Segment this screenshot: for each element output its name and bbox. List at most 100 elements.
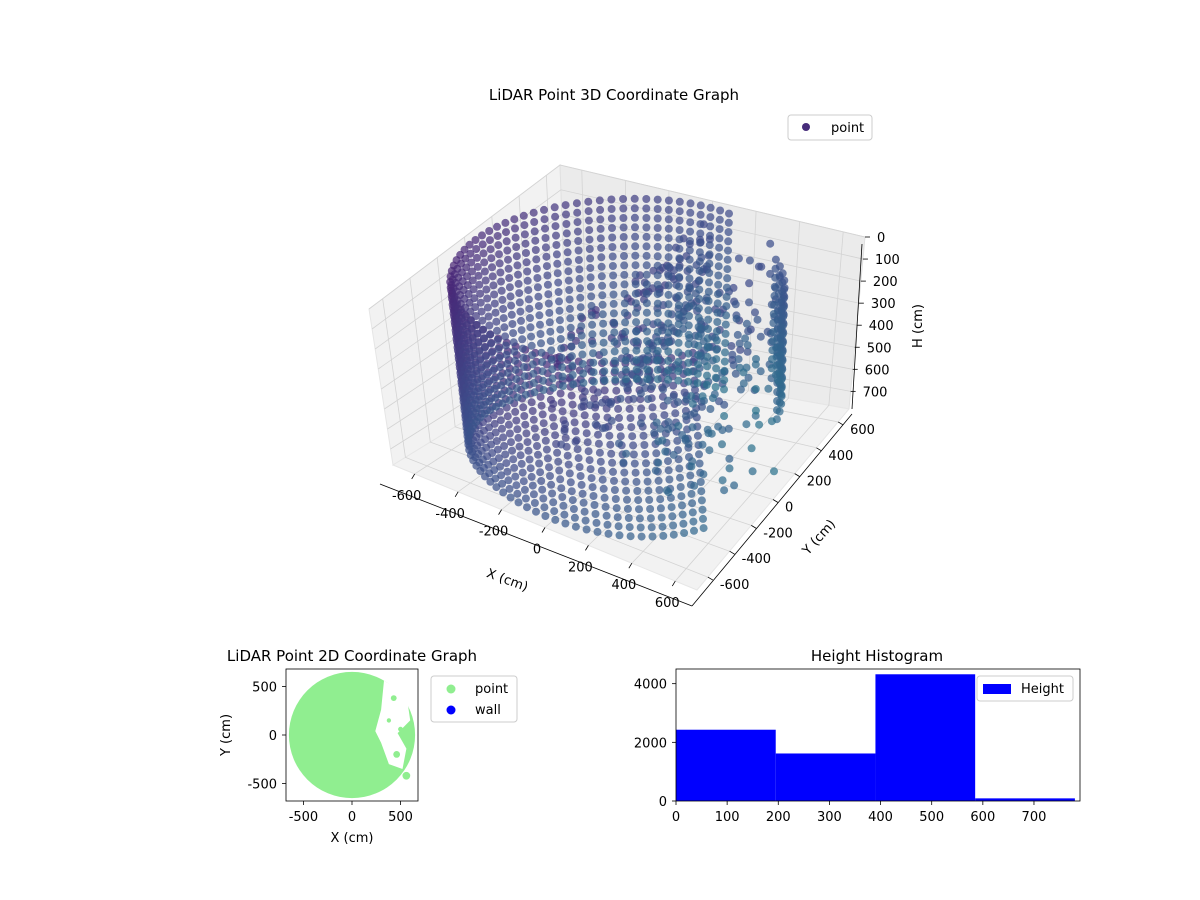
scatter-point-3d: [751, 308, 759, 317]
scatter-point-3d: [514, 433, 523, 442]
z-tick-label: 400: [869, 319, 894, 334]
x-tick-label-2d: -500: [289, 810, 319, 825]
x-tick-label: -200: [479, 525, 509, 540]
scatter-point-3d: [714, 422, 723, 431]
scatter-point-3d: [620, 308, 629, 317]
scatter-point-3d: [642, 232, 651, 241]
scatter-point-3d: [515, 442, 524, 451]
scatter-point-3d: [543, 271, 552, 280]
scatter-point-3d: [653, 309, 662, 318]
scatter-point-3d: [573, 218, 582, 227]
scatter-point-3d: [497, 277, 505, 286]
scatter-point-3d: [460, 245, 469, 254]
legend-3d-box: [787, 114, 873, 141]
scatter-point-3d: [511, 365, 520, 374]
scatter-point-3d: [489, 366, 498, 375]
scatter-point-3d: [538, 367, 547, 376]
scatter-point-3d: [510, 347, 519, 356]
scatter-point-3d: [694, 323, 703, 331]
scatter-point-3d: [720, 376, 729, 385]
scatter-point-3d: [570, 418, 579, 427]
scatter-point-3d: [512, 384, 521, 393]
scatter-point-3d: [496, 268, 505, 277]
scatter-point-3d: [714, 262, 723, 271]
scatter-point-3d: [546, 337, 555, 346]
scatter-point-3d: [578, 360, 587, 368]
scatter-point-3d: [582, 429, 591, 438]
scatter-point-3d: [562, 220, 571, 228]
z-axis-label: H (cm): [911, 304, 926, 348]
scatter-point-3d: [561, 519, 570, 528]
scatter-point-3d: [577, 480, 586, 489]
scatter-point-3d: [664, 375, 673, 384]
scatter-point-3d: [529, 379, 538, 387]
scatter-point-3d: [615, 531, 624, 540]
scatter-point-3d: [721, 348, 729, 357]
scatter-point-3d: [673, 436, 682, 445]
grid-line-z: [371, 189, 864, 330]
scatter-point-3d: [487, 254, 496, 263]
scatter-point-3d: [514, 270, 522, 279]
scatter-point-3d: [653, 242, 662, 251]
scatter-point-3d: [496, 372, 505, 381]
scatter-point-3d: [715, 243, 724, 252]
scatter-point-3d: [582, 525, 591, 534]
scatter-point-3d: [579, 369, 588, 378]
scatter-point-3d: [567, 342, 576, 351]
scatter-point-3d: [713, 308, 722, 317]
scatter-point-3d: [686, 208, 695, 217]
legend-2d: point wall: [430, 675, 518, 723]
scatter-point-3d: [565, 469, 574, 478]
scatter-point-3d: [610, 486, 619, 494]
scatter-point-3d: [511, 224, 519, 233]
scatter-point-3d: [514, 498, 523, 507]
scatter-point-3d: [487, 348, 496, 357]
grid-line-z: [374, 214, 861, 350]
scatter-point-3d: [695, 459, 704, 468]
scatter-point-3d: [720, 357, 729, 366]
scatter-point-3d: [501, 218, 510, 227]
scatter-point-3d: [742, 319, 751, 328]
scatter-point-3d: [731, 300, 740, 309]
scatter-point-3d: [577, 312, 585, 321]
scatter-point-3d: [591, 420, 600, 429]
scatter-point-3d: [518, 468, 527, 477]
y-tick-mark: [794, 473, 800, 477]
scatter-point-3d: [715, 215, 724, 224]
legend-2d-marker-wall: [446, 705, 456, 715]
scatter-point-3d: [642, 270, 651, 279]
grid-line-x: [588, 211, 757, 546]
scatter-point-3d: [653, 271, 662, 280]
scatter-point-3d: [581, 516, 590, 525]
scatter-point-3d: [526, 323, 535, 332]
scatter-point-3d: [520, 412, 529, 420]
scatter-point-3d: [563, 248, 572, 257]
scatter-point-3d: [607, 214, 616, 223]
scatter-point-3d: [524, 446, 533, 455]
scatter-point-3d: [621, 346, 630, 355]
scatter-point-3d: [675, 254, 684, 263]
scatter-point-3d: [695, 276, 704, 285]
scatter-point-3d: [694, 313, 703, 322]
scatter-point-3d: [550, 507, 559, 516]
scatter-point-3d: [696, 238, 705, 247]
scatter-point-3d: [653, 205, 662, 213]
scatter-point-3d: [535, 311, 544, 320]
scatter-point-3d: [678, 510, 687, 519]
y-tick-label: 400: [828, 449, 853, 464]
scatter-point-3d: [674, 348, 683, 357]
scatter-point-3d: [556, 475, 565, 484]
scatter-point-3d: [643, 346, 652, 355]
scatter-point-3d: [517, 326, 526, 335]
scatter-point-3d: [731, 369, 740, 378]
scatter-point-3d: [721, 320, 730, 329]
scatter-point-3d: [501, 332, 510, 341]
scatter-point-3d: [694, 332, 703, 341]
scatter-point-3d: [494, 241, 503, 250]
x-tick-mark: [411, 473, 416, 480]
scatter-point-3d: [530, 388, 539, 397]
scatter-point-3d: [632, 356, 641, 365]
scatter-point-3d: [533, 442, 541, 450]
scatter-point-3d: [547, 480, 556, 489]
scatter-point-3d: [588, 320, 597, 329]
